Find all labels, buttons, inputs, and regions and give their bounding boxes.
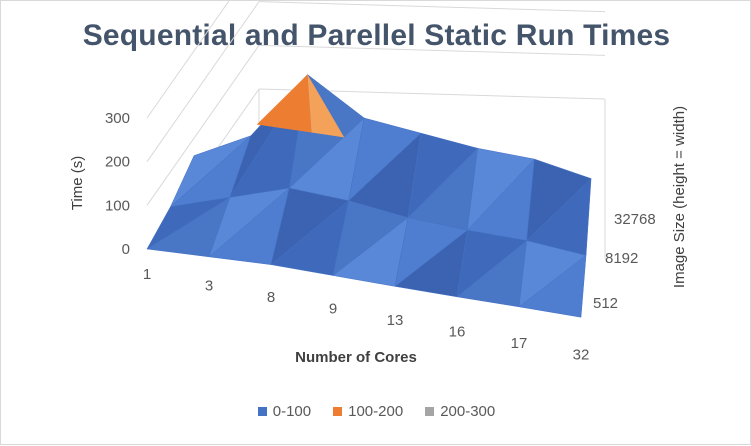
gridline [258, 44, 606, 56]
x-tick-label: 1 [143, 266, 151, 283]
legend-swatch [425, 407, 435, 416]
x-tick-label: 8 [267, 289, 275, 306]
y-axis-title: Time (s) [69, 156, 86, 210]
legend-item-200-300: 200-300 [425, 403, 495, 420]
legend-swatch [333, 407, 343, 416]
surface-facet [146, 197, 231, 250]
legend: 0-100 100-200 200-300 [1, 403, 751, 420]
x-tick-label: 13 [387, 312, 404, 329]
surface-facet [456, 229, 528, 298]
legend-label: 0-100 [272, 403, 312, 420]
surface-facet [270, 187, 350, 266]
x-axis-title: Number of Cores [295, 349, 417, 366]
z-tick-label: 512 [593, 295, 618, 312]
legend-label: 100-200 [348, 403, 404, 420]
surface-facet [526, 158, 592, 242]
gridline [146, 1, 260, 162]
surface-facet [466, 148, 535, 231]
surface-facet [348, 117, 422, 202]
legend-label: 200-300 [440, 403, 496, 420]
z-tick-labels: 512 8192 32768 [593, 211, 656, 312]
y-tick-label: 300 [105, 110, 130, 127]
surface-facet [407, 132, 479, 219]
surface [146, 74, 592, 318]
legend-item-0-100: 0-100 [257, 403, 312, 420]
peak-facet-orange [256, 74, 312, 133]
gridline [146, 45, 260, 206]
x-tick-label: 17 [511, 335, 528, 352]
surface-facet [394, 217, 468, 287]
x-tick-label: 3 [205, 278, 213, 295]
y-tick-label: 200 [105, 154, 130, 171]
gridline [258, 1, 606, 13]
x-tick-label: 16 [449, 324, 466, 341]
z-tick-label: 8192 [605, 250, 638, 267]
surface-facet [170, 135, 251, 207]
peak-facet-orange-light [307, 74, 345, 138]
legend-item-100-200: 100-200 [333, 403, 403, 420]
x-tick-label: 9 [329, 301, 337, 318]
y-tick-label: 100 [105, 197, 130, 214]
gridline [146, 1, 230, 119]
x-tick-label: 32 [573, 347, 590, 364]
chart-title: Sequential and Parellel Static Run Times [82, 19, 671, 52]
z-tick-label: 32768 [614, 211, 656, 228]
legend-swatch [257, 407, 267, 416]
y-tick-labels: 0 100 200 300 [105, 110, 130, 258]
y-tick-label: 0 [122, 241, 130, 258]
z-axis-title: Image Size (height = width) [671, 106, 688, 288]
surface-facet [332, 200, 409, 277]
surface-facet [208, 187, 291, 258]
surface-facet [518, 240, 587, 308]
